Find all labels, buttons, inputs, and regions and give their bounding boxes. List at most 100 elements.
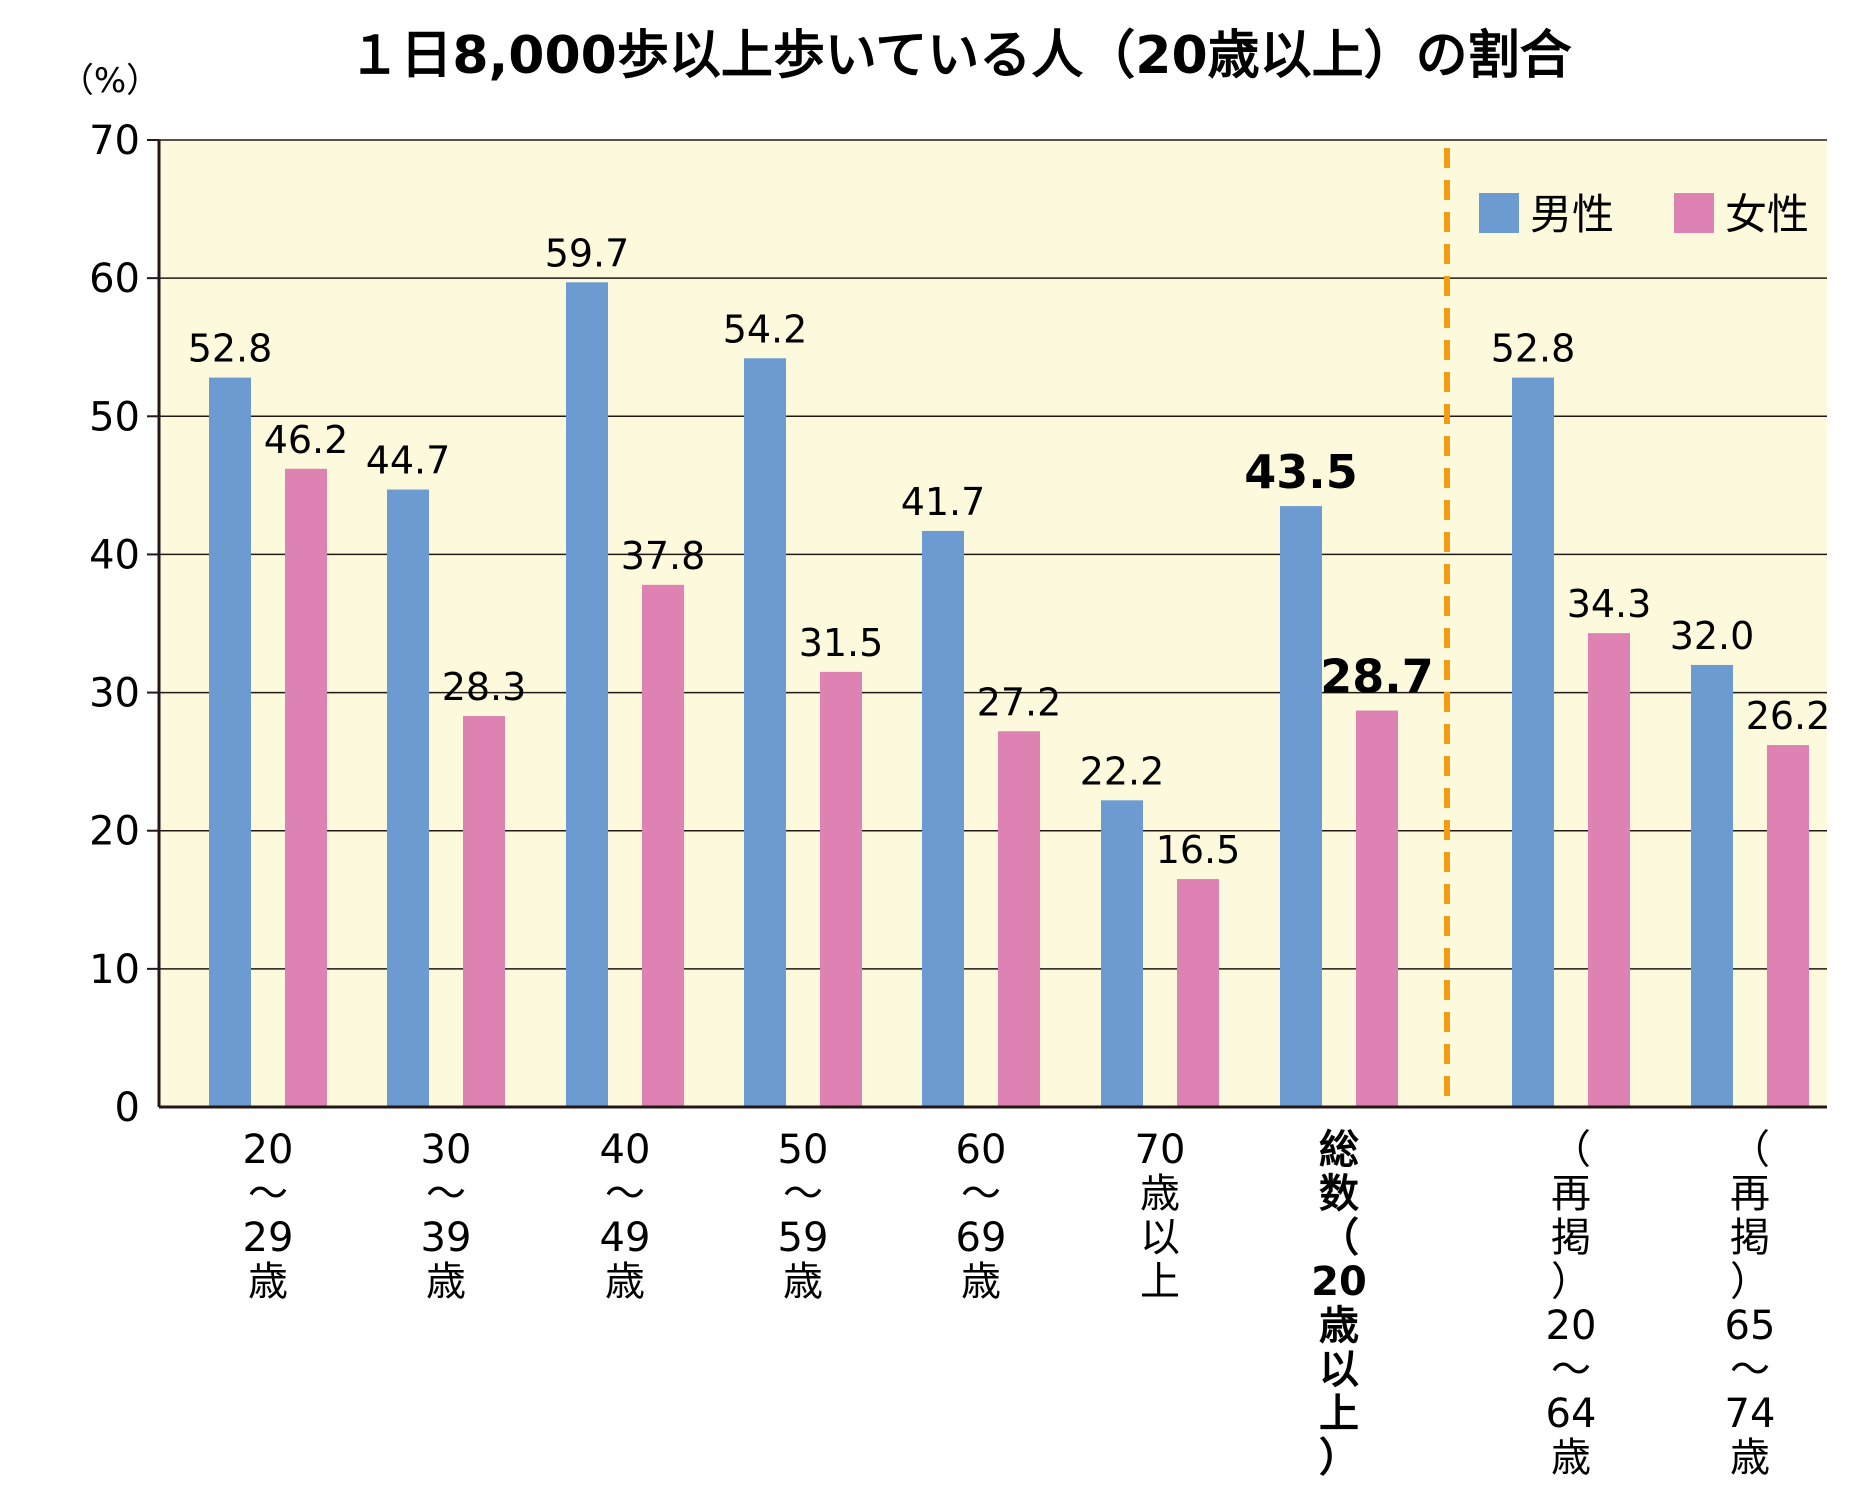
category-label: 掲 [1551,1215,1591,1261]
category-label: ） [1319,1435,1359,1481]
bar-female [463,716,505,1107]
legend-label-male: 男性 [1530,190,1614,239]
legend-label-female: 女性 [1725,190,1809,239]
bar-male [566,282,608,1108]
category-label: 64 [1546,1391,1597,1437]
bar-male [1691,664,1733,1107]
category-label: 歳 [1551,1435,1591,1481]
category-label: 40 [600,1127,651,1173]
category-label: 歳 [605,1259,645,1305]
legend-swatch-female [1674,193,1714,233]
category-label: 59 [778,1215,829,1261]
y-tick-label: 30 [89,671,140,717]
category-label: ～ [783,1171,823,1217]
category-label: 歳 [961,1259,1001,1305]
data-label: 54.2 [723,307,808,351]
data-label: 34.3 [1567,582,1652,626]
category-label: （ [1730,1127,1770,1173]
category-label: 歳 [1730,1435,1770,1481]
category-label: 歳 [248,1259,288,1305]
bar-male [744,358,786,1107]
category-label: 再 [1730,1171,1770,1217]
category-label: 歳 [1319,1303,1359,1349]
data-label: 26.2 [1746,694,1831,738]
category-label: ～ [605,1171,645,1217]
category-label: 数 [1319,1171,1359,1217]
category-label: 掲 [1730,1215,1770,1261]
category-label: 歳 [1140,1171,1180,1217]
data-label: 28.3 [442,665,527,709]
category-label: 65 [1725,1303,1776,1349]
bar-male [1512,377,1554,1107]
y-tick-label: 20 [89,809,140,855]
category-label: （ [1319,1215,1359,1261]
data-label: 43.5 [1244,445,1358,499]
category-label: 上 [1140,1259,1180,1305]
bar-male [209,377,251,1107]
category-label: 20 [1311,1259,1367,1305]
category-label: ） [1730,1259,1770,1305]
y-tick-label: 0 [115,1085,140,1131]
category-label: 29 [243,1215,294,1261]
category-label: ～ [1551,1347,1591,1393]
category-label: 上 [1319,1391,1359,1437]
category-label: ～ [1730,1347,1770,1393]
category-label: ～ [248,1171,288,1217]
data-label: 44.7 [366,439,451,483]
category-label: 30 [421,1127,472,1173]
category-label: ～ [961,1171,1001,1217]
category-label: 再 [1551,1171,1591,1217]
category-label: 歳 [426,1259,466,1305]
legend: 男性 女性 [1479,190,1809,239]
category-label: 以 [1140,1215,1180,1261]
category-label: 49 [600,1215,651,1261]
category-label: 歳 [783,1259,823,1305]
bar-male [922,530,964,1107]
y-tick-label: 60 [89,256,140,302]
category-label: 74 [1725,1391,1776,1437]
data-label: 59.7 [545,231,630,275]
y-tick-label: 10 [89,947,140,993]
bar-female [998,731,1040,1107]
y-tick-label: 50 [89,394,140,440]
legend-swatch-male [1479,193,1519,233]
category-label: 70 [1135,1127,1186,1173]
bar-male [1280,506,1322,1107]
bar-male [387,489,429,1107]
data-label: 52.8 [188,327,273,371]
chart-title: １日8,000歩以上歩いている人（20歳以上）の割合 [348,26,1571,86]
category-label: 総 [1319,1127,1359,1173]
category-label: ～ [426,1171,466,1217]
data-label: 46.2 [264,418,349,462]
category-label: 20 [1546,1303,1597,1349]
y-tick-label: 70 [89,118,140,164]
category-label: 以 [1319,1347,1359,1393]
bar-female [1356,710,1398,1107]
bar-male [1101,800,1143,1107]
bar-female [820,671,862,1107]
bar-female [1177,879,1219,1107]
y-tick-label: 40 [89,532,140,578]
data-label: 32.0 [1670,614,1755,658]
data-label: 31.5 [799,621,884,665]
category-label: 60 [956,1127,1007,1173]
category-label: （ [1551,1127,1591,1173]
category-label: 69 [956,1215,1007,1261]
bar-female [642,584,684,1107]
data-label: 16.5 [1156,828,1241,872]
bar-female [1588,633,1630,1107]
data-label: 41.7 [901,480,986,524]
data-label: 28.7 [1320,650,1434,704]
y-axis-unit: （%） [60,61,160,101]
bar-female [285,468,327,1107]
category-label: 39 [421,1215,472,1261]
data-label: 27.2 [977,680,1062,724]
data-label: 22.2 [1080,749,1165,793]
category-label: 50 [778,1127,829,1173]
data-label: 37.8 [621,534,706,578]
category-label: ） [1551,1259,1591,1305]
data-label: 52.8 [1491,327,1576,371]
bar-female [1767,745,1809,1107]
category-label: 20 [243,1127,294,1173]
